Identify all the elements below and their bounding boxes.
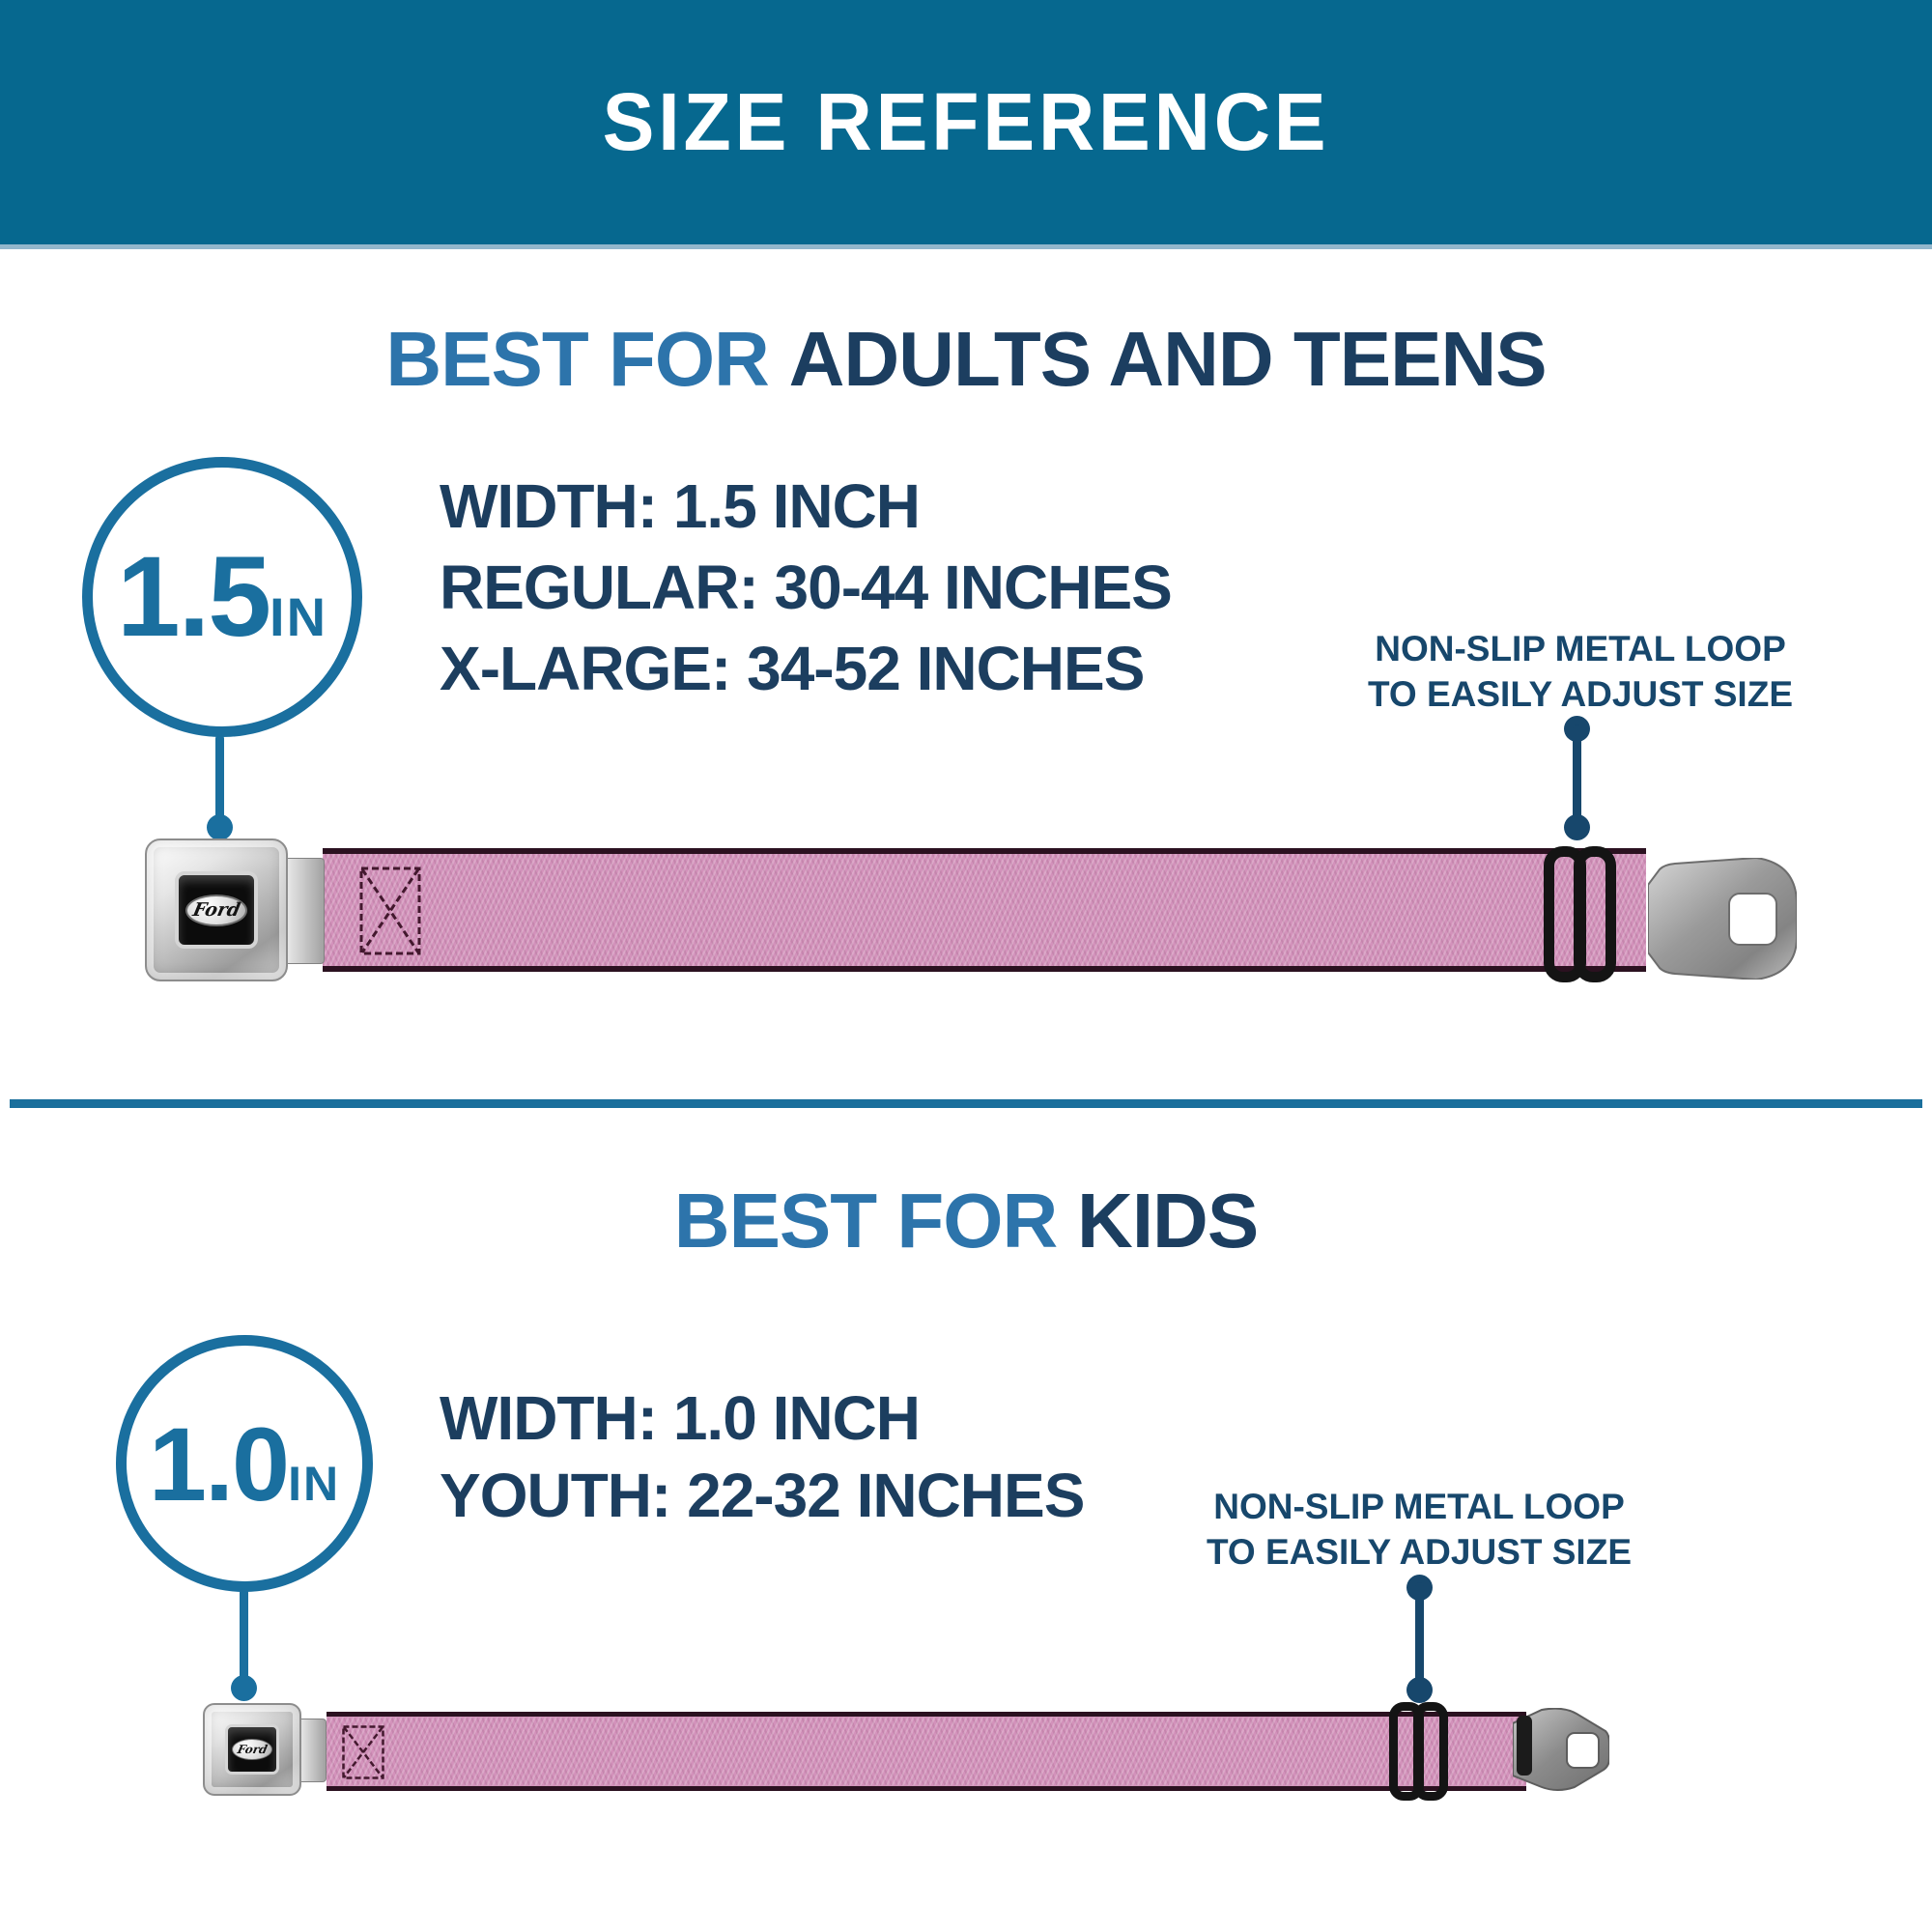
spec-line: WIDTH: 1.0 INCH [440, 1383, 921, 1453]
buckle-hinge-plate [284, 858, 325, 964]
belt-tongue-tip [1647, 856, 1798, 981]
spec-line: X-LARGE: 34-52 INCHES [440, 634, 1145, 703]
badge-value: 1.5 [116, 533, 271, 661]
stitch-box-icon [359, 867, 421, 955]
heading-prefix: BEST FOR [385, 316, 769, 402]
callout-metal-loop-kids: NON-SLIP METAL LOOP TO EASILY ADJUST SIZ… [1178, 1484, 1661, 1575]
badge-connector-line [240, 1588, 248, 1689]
loop-ring-icon [1574, 846, 1616, 982]
badge-value: 1.0 [148, 1405, 290, 1522]
callout-line: NON-SLIP METAL LOOP [1375, 629, 1786, 668]
buckle-face: Ford [225, 1724, 279, 1775]
belt-strap [323, 848, 1646, 972]
badge-connector-dot [207, 814, 233, 840]
ford-logo-icon: Ford [232, 1739, 272, 1760]
heading-prefix: BEST FOR [673, 1178, 1058, 1264]
section-heading-kids: BEST FOR KIDS [0, 1177, 1932, 1265]
callout-line: NON-SLIP METAL LOOP [1213, 1487, 1625, 1526]
section-divider [10, 1099, 1922, 1108]
heading-rest: KIDS [1077, 1178, 1259, 1264]
belt-tongue-tip [1512, 1707, 1610, 1791]
seatbelt-buckle: Ford [203, 1703, 301, 1796]
callout-connector-line [1415, 1582, 1424, 1687]
belt-strap [327, 1712, 1526, 1791]
width-badge-1-5in: 1.5IN [82, 457, 362, 737]
callout-line: TO EASILY ADJUST SIZE [1206, 1532, 1632, 1572]
ford-logo-icon: Ford [185, 894, 247, 926]
callout-connector-line [1573, 724, 1581, 827]
buckle-hinge-plate [298, 1719, 327, 1782]
buckle-face: Ford [175, 871, 258, 949]
spec-list-kids: WIDTH: 1.0 INCH YOUTH: 22-32 INCHES [440, 1379, 1085, 1534]
section-heading-adults: BEST FOR ADULTS AND TEENS [0, 315, 1932, 404]
callout-metal-loop-adults: NON-SLIP METAL LOOP TO EASILY ADJUST SIZ… [1339, 626, 1822, 717]
metal-adjuster-loop [1544, 846, 1616, 982]
callout-line: TO EASILY ADJUST SIZE [1367, 674, 1793, 714]
banner: SIZE REFERENCE [0, 0, 1932, 249]
badge-unit: IN [288, 1456, 341, 1511]
stitch-box-icon [342, 1725, 384, 1779]
badge-connector-line [215, 734, 224, 827]
heading-rest: ADULTS AND TEENS [788, 316, 1548, 402]
width-badge-1-0in: 1.0IN [116, 1335, 373, 1592]
loop-ring-icon [1413, 1702, 1448, 1801]
metal-adjuster-loop [1389, 1702, 1448, 1801]
spec-line: WIDTH: 1.5 INCH [440, 471, 921, 541]
page-title: SIZE REFERENCE [602, 76, 1330, 167]
spec-line: YOUTH: 22-32 INCHES [440, 1461, 1085, 1530]
callout-connector-dot [1406, 1677, 1433, 1703]
spec-line: REGULAR: 30-44 INCHES [440, 553, 1173, 622]
badge-unit: IN [270, 586, 328, 647]
seatbelt-buckle: Ford [145, 838, 288, 981]
badge-connector-dot [231, 1675, 257, 1701]
callout-connector-dot [1564, 814, 1590, 840]
spec-list-adults: WIDTH: 1.5 INCH REGULAR: 30-44 INCHES X-… [440, 466, 1173, 709]
